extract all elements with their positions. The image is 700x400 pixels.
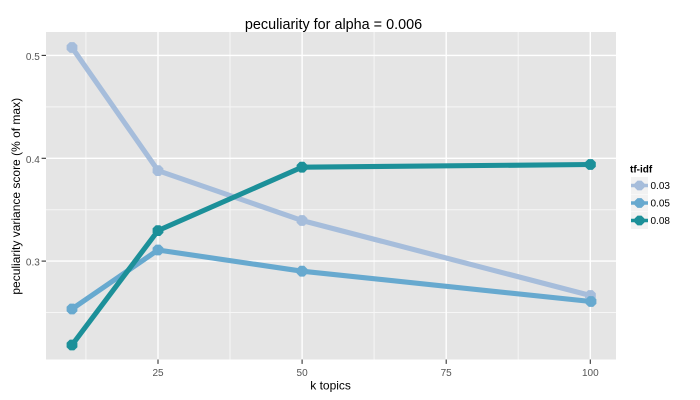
svg-text:25: 25 [152, 368, 164, 379]
svg-text:0.05: 0.05 [651, 199, 671, 210]
svg-text:0.3: 0.3 [26, 258, 40, 269]
svg-text:50: 50 [297, 368, 309, 379]
svg-text:100: 100 [582, 368, 599, 379]
svg-text:0.4: 0.4 [26, 155, 40, 166]
svg-text:0.5: 0.5 [26, 52, 40, 63]
svg-text:0.08: 0.08 [651, 216, 671, 227]
svg-text:k topics: k topics [310, 378, 351, 392]
svg-text:peculiarity for alpha = 0.006: peculiarity for alpha = 0.006 [245, 17, 422, 33]
svg-text:0.03: 0.03 [651, 181, 671, 192]
svg-text:peculiarity variance score (%: peculiarity variance score (% of max) [9, 98, 23, 295]
svg-text:75: 75 [441, 368, 453, 379]
svg-text:tf-idf: tf-idf [630, 165, 653, 176]
